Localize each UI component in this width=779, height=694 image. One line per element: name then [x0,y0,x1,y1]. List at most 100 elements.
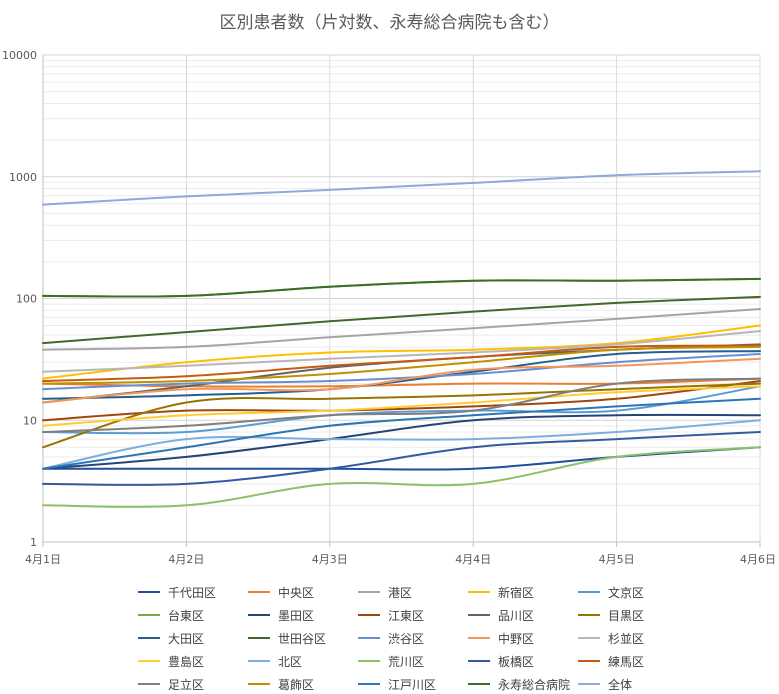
legend-swatch [248,683,270,685]
legend-swatch [578,614,600,616]
legend-item: 品川区 [468,605,578,625]
legend-swatch [578,591,600,593]
legend-label: 台東区 [168,608,205,623]
series-line-23 [42,397,761,470]
legend-label: 世田谷区 [278,631,327,646]
series-line-4 [42,324,761,380]
legend-item: 世田谷区 [248,628,358,648]
legend-swatch [468,614,490,616]
legend-label: 文京区 [608,585,645,600]
legend-item: 江東区 [358,605,468,625]
x-tick-label: 4月6日 [740,553,776,566]
series-line-15 [42,330,761,373]
legend-swatch [248,591,270,593]
legend-label: 新宿区 [498,585,535,600]
legend-swatch [578,637,600,639]
series-line-19 [42,431,761,487]
legend-item: 千代田区 [138,582,248,602]
y-tick-labels: 1 10 100 1000 10000 [2,49,37,549]
x-tick-label: 4月5日 [599,553,635,566]
x-tick-label: 4月4日 [455,553,491,566]
legend-swatch [358,614,380,616]
series-line-11 [42,350,761,400]
legend-item: 文京区 [578,582,688,602]
legend-label: 目黒区 [608,608,645,623]
series-line-2 [42,377,761,388]
legend-label: 全体 [608,677,633,692]
legend-item: 北区 [248,651,358,671]
x-tick-labels: 4月1日 4月2日 4月3日 4月4日 4月5日 4月6日 [25,553,776,566]
legend-swatch [138,683,160,685]
legend-label: 江戸川区 [388,677,437,692]
legend-item: 全体 [578,674,688,694]
y-tick-label: 10000 [2,49,37,62]
series-line-7 [42,413,761,470]
legend-label: 千代田区 [168,585,217,600]
series-line-6 [42,277,761,298]
legend-label: 渋谷区 [388,631,425,646]
legend-item: 目黒区 [578,605,688,625]
legend-swatch [578,660,600,662]
legend-item: 杉並区 [578,628,688,648]
series-line-10 [42,382,761,449]
series-line-18 [42,446,761,508]
vertical-gridlines [185,55,761,542]
legend-item: 渋谷区 [358,628,468,648]
legend-swatch [248,614,270,616]
legend-swatch [138,591,160,593]
legend-swatch [358,683,380,685]
series-line-5 [42,385,761,435]
legend-label: 葛飾区 [278,677,315,692]
legend-label: 港区 [388,585,413,600]
legend-label: 練馬区 [608,654,645,669]
legend-label: 荒川区 [388,654,425,669]
chart-title: 区別患者数（片対数、永寿総合病院も含む） [219,13,560,33]
legend-label: 品川区 [498,608,535,623]
legend-swatch [358,591,380,593]
legend-label: 杉並区 [608,631,645,646]
legend-item: 江戸川区 [358,674,468,694]
legend-label: 足立区 [168,677,205,692]
series-line-13 [42,353,761,391]
legend-swatch [138,614,160,616]
x-tick-label: 4月2日 [168,553,204,566]
legend-item: 台東区 [138,605,248,625]
legend-swatch [468,637,490,639]
legend-label: 北区 [278,654,303,669]
legend-item: 港区 [358,582,468,602]
legend-swatch [468,591,490,593]
legend-swatch [578,683,600,685]
legend-label: 中野区 [498,631,535,646]
series-line-21 [42,377,761,433]
series-line-20 [42,344,761,382]
series-line-14 [42,357,761,404]
axes [42,55,761,547]
series-line-8 [42,380,761,422]
legend-item: 練馬区 [578,651,688,671]
legend-item: 永寿総合病院 [468,674,578,694]
legend-item: 豊島区 [138,651,248,671]
legend-item: 板橋区 [468,651,578,671]
legend-item: 墨田区 [248,605,358,625]
y-tick-label: 1000 [9,171,37,184]
legend-swatch [138,660,160,662]
legend-label: 中央区 [278,585,315,600]
series-line-16 [42,385,761,427]
series-lines [42,170,761,508]
series-line-25 [42,170,761,206]
y-tick-label: 10 [23,414,37,427]
legend-label: 豊島区 [168,654,205,669]
series-line-12 [42,295,761,345]
x-tick-label: 4月1日 [25,553,61,566]
y-tick-label: 1 [30,536,37,549]
y-tick-label: 100 [16,293,37,306]
legend-swatch [138,637,160,639]
series-line-22 [42,345,761,385]
legend-swatch [358,637,380,639]
legend-label: 板橋区 [498,654,535,669]
legend-item: 中央区 [248,582,358,602]
legend-swatch [248,660,270,662]
legend-swatch [248,637,270,639]
x-tick-label: 4月3日 [312,553,348,566]
